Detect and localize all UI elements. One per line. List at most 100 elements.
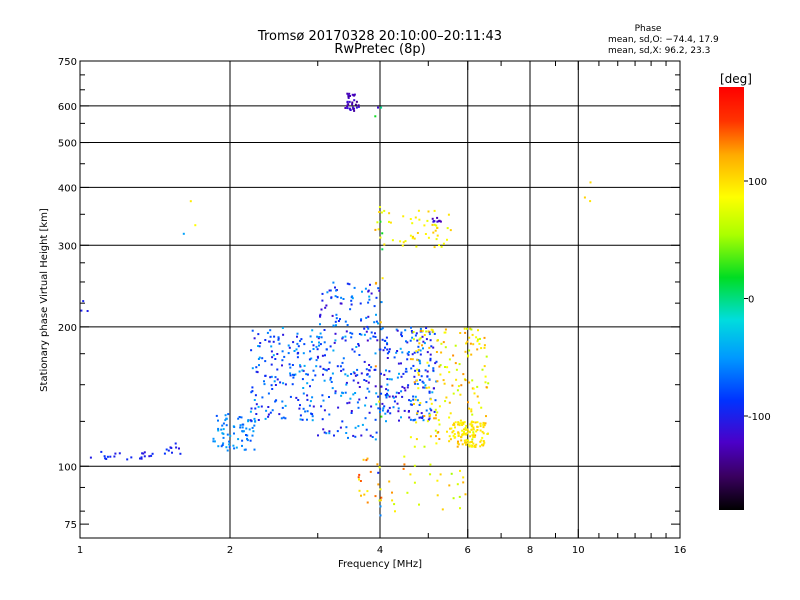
echo-point (365, 330, 368, 333)
echo-point (350, 373, 353, 375)
echo-point (213, 440, 216, 443)
echo-point (217, 429, 220, 432)
echo-point (311, 396, 314, 399)
echo-point (403, 463, 406, 466)
echo-point (387, 409, 390, 412)
echo-point (386, 357, 389, 359)
echo-point (482, 421, 485, 424)
data-points (80, 92, 592, 517)
echo-point (233, 432, 235, 435)
echo-point (381, 409, 384, 412)
echo-point (452, 430, 455, 432)
echo-point (446, 430, 448, 433)
chart-title: Tromsø 20170328 20:10:00–20:11:43 (257, 29, 502, 44)
echo-point (467, 354, 470, 357)
echo-point (434, 229, 437, 232)
echo-point (439, 473, 442, 476)
echo-point (416, 379, 418, 382)
echo-point (409, 399, 412, 402)
echo-point (360, 319, 362, 322)
echo-point (432, 346, 435, 349)
echo-point (487, 432, 489, 435)
echo-point (228, 440, 231, 443)
echo-point (416, 232, 419, 234)
echo-point (342, 392, 344, 395)
echo-point (281, 359, 284, 362)
echo-point (380, 211, 383, 214)
echo-point (422, 415, 424, 418)
echo-point (379, 488, 382, 491)
echo-point (264, 417, 267, 420)
echo-point (459, 419, 462, 422)
echo-point (150, 454, 153, 457)
echo-point (287, 344, 290, 347)
echo-point (430, 409, 433, 412)
echo-point (452, 423, 455, 426)
echo-point (462, 373, 465, 376)
echo-point (264, 374, 267, 377)
echo-point (438, 219, 441, 222)
echo-point (460, 384, 463, 387)
echo-point (246, 439, 249, 442)
echo-point (474, 421, 477, 424)
echo-point (289, 374, 292, 377)
echo-point (471, 434, 474, 437)
echo-point (450, 427, 453, 430)
echo-point (406, 491, 409, 494)
echo-point (253, 417, 256, 420)
echo-point (357, 406, 360, 409)
echo-point (351, 295, 354, 298)
echo-point (468, 349, 471, 352)
echo-point (377, 471, 380, 474)
echo-point (325, 348, 328, 351)
echo-point (453, 422, 455, 425)
echo-point (401, 385, 404, 388)
echo-point (473, 436, 476, 438)
echo-point (453, 433, 456, 436)
echo-point (456, 389, 459, 392)
echo-point (357, 343, 360, 345)
echo-point (417, 348, 420, 351)
echo-point (471, 420, 473, 423)
echo-point (118, 452, 121, 455)
x-axis-label: Frequency [MHz] (338, 559, 422, 570)
echo-point (292, 373, 294, 376)
echo-point (381, 248, 384, 251)
echo-point (328, 361, 331, 364)
echo-point (302, 392, 305, 395)
echo-point (346, 92, 349, 95)
echo-point (226, 449, 229, 452)
echo-point (251, 329, 254, 332)
echo-point (221, 432, 224, 435)
echo-point (365, 368, 368, 371)
y-axis-label: Stationary phase Virtual Height [km] (39, 208, 50, 392)
echo-point (318, 344, 320, 347)
echo-point (462, 476, 465, 479)
echo-point (271, 409, 274, 412)
echo-point (351, 103, 354, 106)
echo-point (296, 342, 299, 345)
echo-point (256, 371, 259, 374)
echo-point (464, 428, 467, 431)
echo-point (217, 427, 220, 430)
echo-point (225, 424, 228, 427)
echo-point (339, 302, 342, 305)
echo-point (242, 430, 245, 433)
echo-point (254, 420, 257, 423)
echo-point (476, 340, 479, 343)
echo-point (238, 416, 241, 418)
echo-point (225, 446, 228, 449)
echo-point (269, 329, 272, 332)
echo-point (365, 459, 368, 462)
echo-point (369, 470, 372, 473)
echo-point (436, 411, 439, 414)
echo-point (270, 384, 273, 387)
echo-point (468, 381, 471, 384)
echo-point (314, 374, 317, 377)
echo-point (320, 336, 323, 339)
echo-point (467, 401, 469, 404)
echo-point (351, 101, 354, 104)
echo-point (427, 364, 430, 367)
echo-point (179, 452, 182, 455)
echo-point (323, 409, 326, 412)
